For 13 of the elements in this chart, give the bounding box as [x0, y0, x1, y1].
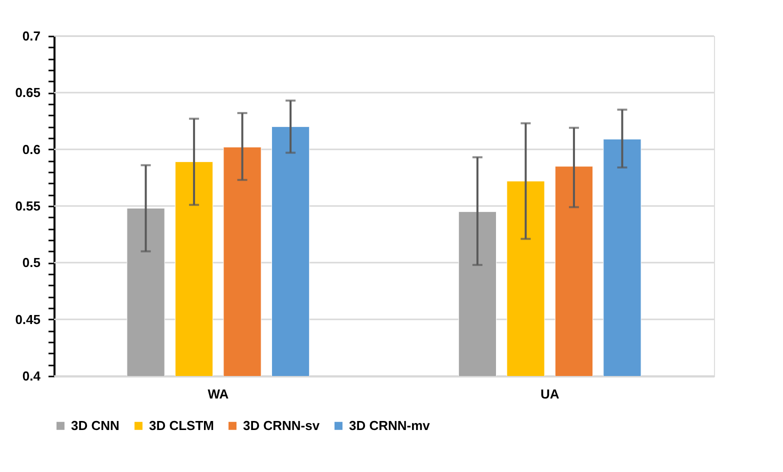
legend-label: 3D CNN [71, 418, 120, 433]
x-tick-label: WA [208, 386, 230, 402]
y-tick-label: 0.5 [22, 255, 40, 270]
legend-label: 3D CRNN-sv [243, 418, 320, 433]
x-tick-label: UA [540, 386, 560, 402]
y-tick-label: 0.7 [22, 28, 40, 44]
y-tick-label: 0.4 [22, 368, 42, 384]
legend-label: 3D CLSTM [149, 418, 214, 433]
y-tick-label: 0.6 [22, 142, 40, 157]
y-tick-label: 0.55 [15, 198, 40, 214]
legend-label: 3D CRNN-mv [349, 418, 431, 433]
y-tick-label: 0.65 [15, 85, 40, 100]
y-tick-label: 0.45 [15, 312, 40, 327]
